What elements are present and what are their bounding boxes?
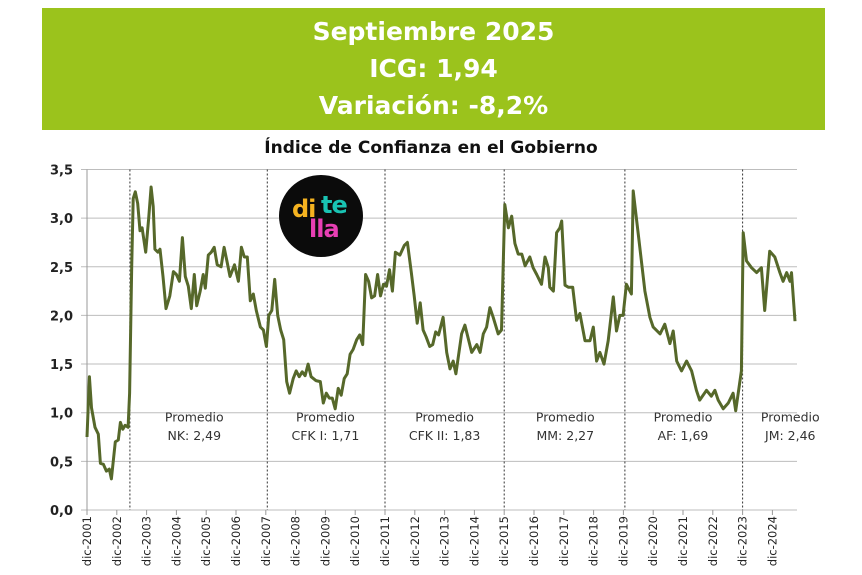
- x-tick-label: dic-2017: [557, 516, 571, 566]
- period-average: JM: 2,46: [764, 428, 816, 443]
- x-tick-label: dic-2022: [706, 516, 720, 566]
- banner-month: Septiembre 2025: [312, 17, 555, 46]
- y-tick-label: 2,5: [50, 261, 73, 276]
- y-tick-label: 1,5: [50, 358, 73, 373]
- x-tick-label: dic-2014: [467, 516, 481, 566]
- logo-text-te: te: [321, 191, 348, 219]
- x-tick-label: dic-2012: [408, 516, 422, 566]
- x-tick-label: dic-2016: [527, 516, 541, 566]
- x-tick-label: dic-2004: [169, 516, 183, 566]
- x-tick-label: dic-2008: [289, 516, 303, 566]
- period-average: NK: 2,49: [167, 428, 221, 443]
- x-tick-label: dic-2019: [616, 516, 630, 566]
- period-label: Promedio: [536, 409, 595, 424]
- x-tick-label: dic-2005: [199, 516, 213, 566]
- x-tick-label: dic-2023: [736, 516, 750, 566]
- banner-icg: ICG: 1,94: [369, 54, 498, 83]
- x-tick-label: dic-2018: [587, 516, 601, 566]
- x-tick-label: dic-2010: [348, 516, 362, 566]
- x-tick-label: dic-2021: [676, 516, 690, 566]
- x-tick-label: dic-2011: [378, 516, 392, 566]
- x-tick-label: dic-2007: [259, 516, 273, 566]
- x-tick-label: dic-2003: [140, 516, 154, 566]
- x-tick-label: dic-2015: [497, 516, 511, 566]
- period-label: Promedio: [761, 409, 820, 424]
- banner-variation: Variación: -8,2%: [318, 91, 549, 120]
- logo-text-lla: lla: [309, 215, 340, 243]
- summary-banner: Septiembre 2025 ICG: 1,94 Variación: -8,…: [42, 8, 825, 130]
- x-tick-label: dic-2001: [80, 516, 94, 566]
- period-average: CFK II: 1,83: [409, 428, 480, 443]
- period-label: Promedio: [165, 409, 224, 424]
- y-tick-label: 0,5: [50, 455, 73, 470]
- x-tick-label: dic-2006: [229, 516, 243, 566]
- icg-series-line: [85, 185, 797, 481]
- y-tick-label: 3,0: [50, 212, 73, 227]
- y-tick-label: 3,5: [50, 163, 73, 178]
- x-tick-label: dic-2024: [765, 516, 779, 566]
- x-tick-label: dic-2009: [318, 516, 332, 566]
- period-label: Promedio: [296, 409, 355, 424]
- x-tick-label: dic-2020: [646, 516, 660, 566]
- y-tick-label: 2,0: [50, 309, 73, 324]
- x-tick-label: dic-2002: [110, 516, 124, 566]
- logo-text-di: di: [292, 195, 316, 223]
- period-label: Promedio: [415, 409, 474, 424]
- ditella-logo: di te lla: [279, 175, 363, 257]
- x-tick-label: dic-2013: [438, 516, 452, 566]
- y-tick-label: 1,0: [50, 407, 73, 422]
- period-average: CFK I: 1,71: [292, 428, 360, 443]
- period-average: MM: 2,27: [536, 428, 594, 443]
- chart-title: Índice de Confianza en el Gobierno: [264, 138, 598, 158]
- period-label: Promedio: [654, 409, 713, 424]
- y-tick-label: 0,0: [50, 504, 73, 519]
- period-average: AF: 1,69: [658, 428, 709, 443]
